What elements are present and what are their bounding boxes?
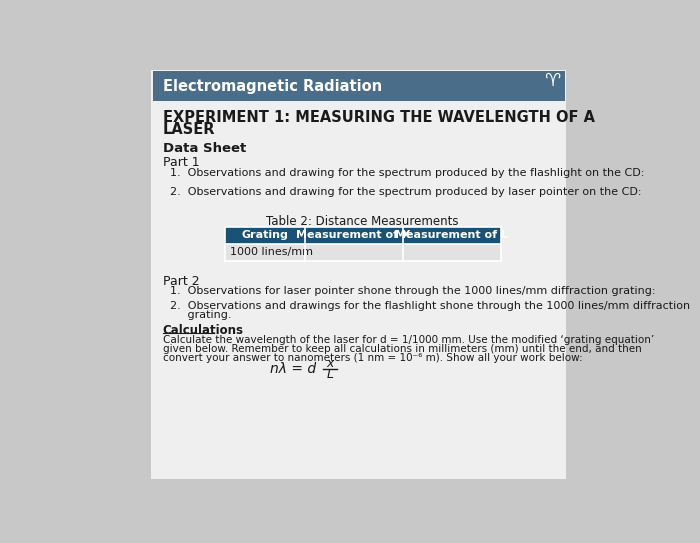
Text: nλ = d: nλ = d: [270, 362, 316, 376]
Text: x: x: [326, 357, 334, 370]
FancyBboxPatch shape: [153, 71, 565, 100]
Text: Electromagnetic Radiation: Electromagnetic Radiation: [163, 79, 383, 94]
Text: Grating: Grating: [241, 230, 288, 241]
FancyBboxPatch shape: [225, 227, 500, 244]
Text: Part 2: Part 2: [162, 275, 199, 288]
Text: Measurement of X: Measurement of X: [296, 230, 411, 241]
Text: Calculations: Calculations: [162, 324, 244, 337]
Text: Part 1: Part 1: [162, 156, 199, 169]
Text: Data Sheet: Data Sheet: [162, 142, 246, 155]
Text: 1.  Observations and drawing for the spectrum produced by the flashlight on the : 1. Observations and drawing for the spec…: [170, 168, 645, 178]
Text: 2.  Observations and drawing for the spectrum produced by laser pointer on the C: 2. Observations and drawing for the spec…: [170, 187, 642, 197]
Text: L: L: [327, 368, 334, 381]
Text: given below. Remember to keep all calculations in millimeters (mm) until the end: given below. Remember to keep all calcul…: [162, 344, 641, 354]
Text: ♈: ♈: [545, 72, 561, 90]
Text: Calculate the wavelength of the laser for d = 1/1000 mm. Use the modified ‘grati: Calculate the wavelength of the laser fo…: [162, 334, 654, 345]
FancyBboxPatch shape: [225, 244, 500, 261]
Text: grating.: grating.: [170, 310, 232, 320]
Text: 1.  Observations for laser pointer shone through the 1000 lines/mm diffraction g: 1. Observations for laser pointer shone …: [170, 286, 656, 296]
Text: LASER: LASER: [162, 122, 215, 137]
FancyBboxPatch shape: [151, 70, 566, 479]
Text: Measurement of L: Measurement of L: [395, 230, 508, 241]
Text: 2.  Observations and drawings for the flashlight shone through the 1000 lines/mm: 2. Observations and drawings for the fla…: [170, 301, 690, 311]
Text: EXPERIMENT 1: MEASURING THE WAVELENGTH OF A: EXPERIMENT 1: MEASURING THE WAVELENGTH O…: [162, 110, 595, 125]
Text: convert your answer to nanometers (1 nm = 10⁻⁶ m). Show all your work below:: convert your answer to nanometers (1 nm …: [162, 353, 582, 363]
Text: 1000 lines/mm: 1000 lines/mm: [230, 247, 313, 257]
Text: Table 2: Distance Measurements: Table 2: Distance Measurements: [267, 216, 459, 228]
